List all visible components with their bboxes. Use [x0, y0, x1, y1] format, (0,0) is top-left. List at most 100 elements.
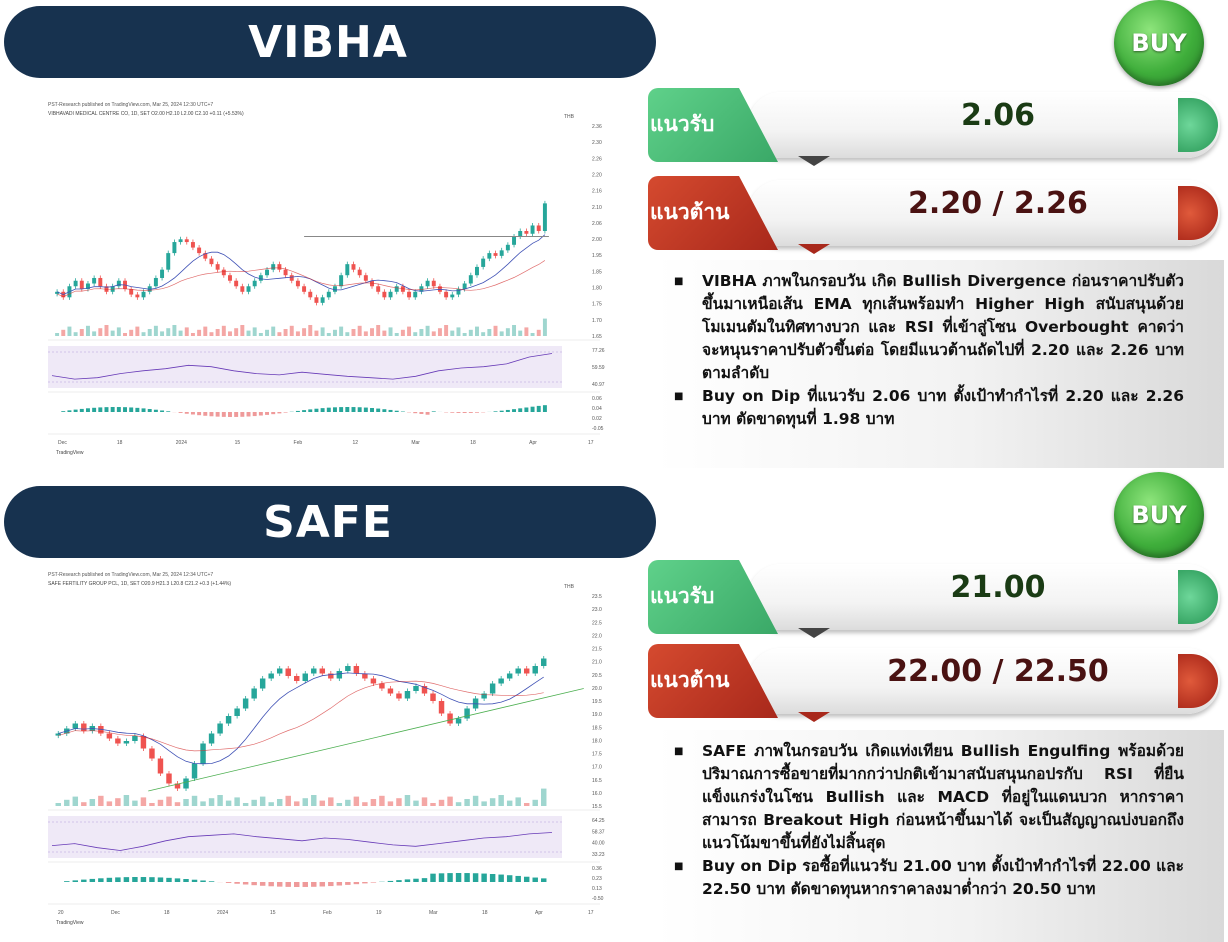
buy-badge: BUY: [1114, 0, 1204, 86]
ticker-title: VIBHA: [248, 16, 408, 68]
candle-body: [302, 286, 307, 292]
rsi-tick-label: 58.37: [592, 829, 605, 835]
price-tick-label: 2.26: [592, 156, 602, 162]
candle-body: [174, 783, 181, 789]
volume-bar: [481, 801, 487, 806]
candle-body: [450, 294, 455, 298]
volume-bar: [387, 801, 394, 806]
volume-bar: [382, 330, 387, 336]
macd-bar: [81, 879, 87, 882]
volume-bar: [532, 799, 538, 806]
macd-bar: [536, 405, 541, 412]
x-axis-label: 18: [164, 910, 170, 916]
candle-body: [123, 741, 130, 744]
rsi-tick-label: 64.25: [592, 818, 605, 824]
volume-bar: [277, 332, 282, 336]
volume-bar: [285, 795, 291, 806]
macd-bar: [302, 410, 307, 412]
volume-bar: [140, 797, 147, 806]
volume-bar: [135, 326, 140, 336]
x-axis-label: 20: [58, 910, 64, 916]
volume-bar: [240, 325, 245, 336]
candle-body: [326, 291, 331, 298]
volume-bar: [302, 798, 308, 806]
volume-bar: [110, 330, 115, 336]
rsi-tick-label: 40.97: [592, 382, 605, 388]
volume-bar: [295, 331, 300, 336]
candle-body: [475, 266, 479, 276]
volume-bar: [72, 796, 79, 806]
support-level: แนวรับ 21.00: [648, 560, 1220, 638]
macd-bar: [251, 882, 257, 886]
volume-bar: [234, 328, 239, 336]
macd-bar: [388, 409, 393, 412]
price-tick-label: 2.16: [592, 189, 602, 195]
rsi-pane: [48, 816, 562, 858]
candle-body: [285, 668, 291, 676]
macd-bar: [311, 882, 317, 887]
volume-bar: [320, 327, 325, 336]
macd-bar: [147, 409, 152, 412]
price-tick-label: 16.0: [592, 791, 602, 797]
candle-body: [268, 673, 274, 679]
support-value: 2.06: [960, 98, 1036, 133]
candle-body: [345, 264, 350, 276]
volume-bar: [184, 327, 189, 336]
macd-bar: [295, 410, 300, 412]
candle-body: [115, 738, 121, 744]
candle-body: [106, 733, 113, 739]
macd-tick-label: 0.02: [592, 416, 602, 422]
price-tick-label: 2.00: [592, 237, 602, 243]
candle-body: [85, 283, 90, 290]
candle-body: [209, 258, 214, 265]
candle-body: [481, 258, 486, 267]
macd-bar: [425, 412, 430, 415]
price-tick-label: 1.70: [592, 318, 602, 324]
macd-bar: [431, 411, 436, 412]
candle-body: [190, 242, 195, 248]
candle-body: [132, 736, 138, 741]
macd-tick-label: 0.36: [592, 866, 602, 872]
macd-tick-label: 0.04: [592, 406, 602, 412]
macd-bar: [498, 874, 504, 882]
candle-body: [166, 773, 172, 784]
macd-bar: [314, 408, 319, 412]
candle-body: [357, 269, 362, 276]
ticker-banner: VIBHA: [4, 6, 656, 78]
candle-body: [351, 264, 356, 270]
support-notch: [798, 628, 830, 638]
volume-bar: [430, 803, 436, 806]
volume-bar: [271, 326, 276, 336]
volume-bar: [174, 802, 181, 806]
price-tick-label: 2.10: [592, 205, 602, 211]
candle-body: [541, 658, 547, 666]
candle-body: [425, 280, 430, 287]
candle-body: [283, 269, 288, 276]
price-tick-label: 21.0: [592, 660, 602, 666]
candle-body: [387, 688, 394, 694]
macd-bar: [98, 407, 103, 412]
candle-body: [135, 294, 140, 298]
candle-body: [55, 291, 60, 294]
volume-bar: [85, 325, 90, 336]
price-tick-label: 20.0: [592, 686, 602, 692]
candle-body: [396, 693, 402, 699]
rsi-line: [51, 353, 553, 380]
support-level: แนวรับ 2.06: [648, 88, 1220, 166]
macd-tick-label: 0.06: [592, 396, 602, 402]
x-axis-label: 2024: [217, 910, 228, 916]
macd-bar: [468, 412, 473, 413]
volume-bar: [123, 795, 130, 806]
section-safe: SAFE BUY PST-Research published on Tradi…: [0, 472, 1228, 942]
rsi-tick-label: 40.00: [592, 841, 605, 847]
resistance-label: แนวต้าน: [650, 200, 730, 224]
price-tick-label: 1.95: [592, 253, 602, 259]
price-tick-label: 16.5: [592, 778, 602, 784]
volume-bar: [209, 332, 214, 336]
macd-bar: [413, 878, 419, 882]
candle-body: [55, 733, 61, 736]
volume-bar: [55, 333, 60, 336]
macd-bar: [336, 882, 343, 886]
volume-bar: [530, 333, 535, 336]
rsi-line: [51, 832, 553, 851]
